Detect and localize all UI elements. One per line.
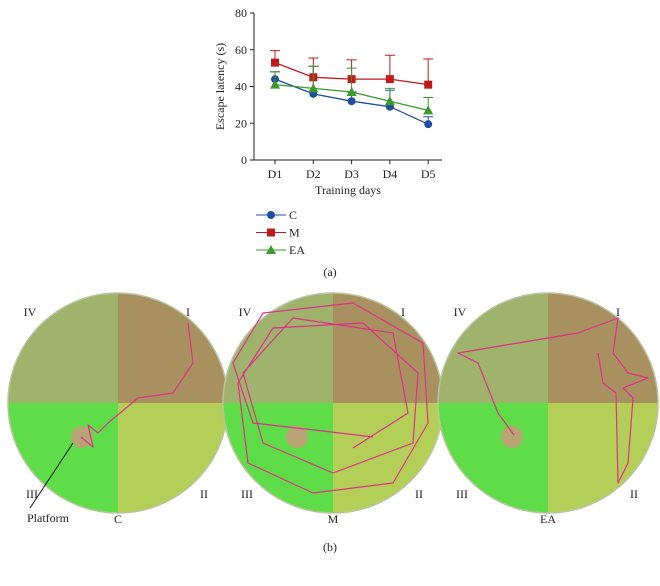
- pointer: [29, 442, 74, 509]
- marker: [385, 75, 394, 84]
- pool-edge: [437, 292, 659, 514]
- marker: [266, 245, 276, 254]
- panel-name: C: [114, 512, 122, 526]
- x-tick-label: D5: [421, 167, 436, 181]
- trajectory: [457, 317, 649, 484]
- marker: [267, 228, 275, 237]
- quadrant-label: I: [401, 305, 405, 319]
- quadrant-label: IV: [24, 305, 37, 319]
- quadrant-label: II: [200, 487, 208, 501]
- quadrant: [438, 403, 548, 513]
- y-tick-label: 40: [235, 80, 247, 94]
- quadrant: [548, 293, 658, 403]
- marker: [346, 87, 357, 97]
- quadrant-label: I: [616, 305, 620, 319]
- pool: [8, 293, 228, 513]
- panel-label: (b): [323, 540, 337, 554]
- x-tick-label: D4: [383, 167, 398, 181]
- pool: [438, 293, 658, 513]
- platform: [501, 426, 523, 448]
- panel-label: (a): [323, 265, 336, 279]
- panel-name: EA: [540, 512, 556, 526]
- panel-name: M: [328, 512, 339, 526]
- y-tick-label: 0: [241, 153, 247, 167]
- marker: [423, 105, 434, 115]
- platform-label: Platform: [27, 511, 70, 525]
- legend-label: C: [289, 208, 297, 222]
- marker: [270, 79, 280, 89]
- marker: [271, 58, 279, 67]
- quadrant-label: II: [415, 487, 423, 501]
- x-axis-label: Training days: [315, 183, 381, 197]
- trajectory: [232, 302, 429, 494]
- x-tick-label: D1: [268, 167, 283, 181]
- quadrant: [223, 403, 333, 513]
- y-tick-label: 80: [235, 6, 247, 20]
- pool: [223, 293, 443, 513]
- platform: [286, 426, 308, 448]
- y-tick-label: 60: [235, 43, 247, 57]
- trajectory: [80, 322, 194, 448]
- quadrant: [548, 403, 658, 513]
- marker: [308, 83, 319, 93]
- marker: [424, 80, 433, 89]
- marker: [424, 120, 433, 129]
- quadrant-label: IV: [454, 305, 467, 319]
- marker: [347, 97, 356, 106]
- quadrant: [333, 293, 443, 403]
- y-tick-label: 20: [235, 116, 247, 130]
- x-tick-label: D2: [306, 167, 321, 181]
- quadrant-label: IV: [239, 305, 252, 319]
- legend-label: EA: [289, 243, 305, 257]
- quadrant-label: II: [630, 487, 638, 501]
- x-tick-label: D3: [344, 167, 359, 181]
- legend-label: M: [289, 226, 300, 240]
- quadrant: [118, 403, 228, 513]
- quadrant: [333, 403, 443, 513]
- quadrant-label: III: [241, 487, 253, 501]
- y-axis-label: Escape latency (s): [213, 43, 227, 130]
- quadrant-label: III: [456, 487, 468, 501]
- marker: [267, 211, 275, 219]
- quadrant-label: III: [26, 487, 38, 501]
- quadrant-label: I: [186, 305, 190, 319]
- quadrant: [118, 293, 228, 403]
- marker: [384, 96, 395, 106]
